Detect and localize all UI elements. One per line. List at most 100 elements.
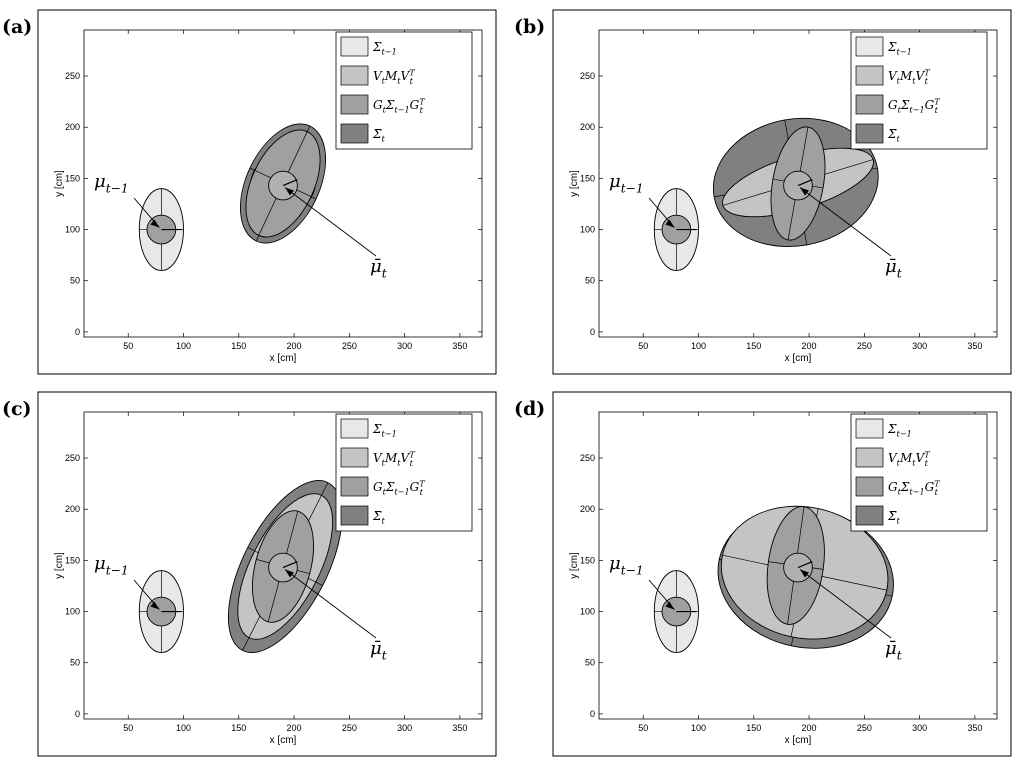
y-tick-label: 100 <box>580 225 595 235</box>
plot-area <box>138 123 327 271</box>
y-tick-label: 50 <box>70 276 80 286</box>
x-tick-label: 150 <box>746 723 761 733</box>
mu-bar-arrow <box>284 569 377 639</box>
mu-bar-arrowhead <box>285 569 294 578</box>
legend-entry-label: Σ̄t​ <box>887 127 900 144</box>
legend-entry-label: Σt−1​ <box>372 40 397 57</box>
panel-d: 50 100 150 200 250 300 350 0 50 100 150 200 250 x [cm… <box>552 391 1012 757</box>
x-tick-label: 100 <box>176 723 191 733</box>
y-tick-label: 150 <box>580 173 595 183</box>
legend-swatch <box>855 36 884 57</box>
legend-entry-label: Vt​Mt​VTt​ <box>888 449 930 468</box>
legend-swatch <box>855 418 884 439</box>
x-tick-label: 250 <box>342 723 357 733</box>
legend-entry-label: Vt​Mt​VTt​ <box>888 67 930 86</box>
x-tick-label: 150 <box>231 341 246 351</box>
legend-entry-label: Vt​Mt​VTt​ <box>373 67 415 86</box>
legend-swatch <box>855 476 884 497</box>
legend-swatch <box>340 505 369 526</box>
x-tick-label: 50 <box>123 341 133 351</box>
x-tick-label: 50 <box>638 723 648 733</box>
mu-prev-arrowhead <box>150 601 160 610</box>
x-tick-label: 300 <box>912 341 927 351</box>
legend-swatch <box>340 94 369 115</box>
figure-frame <box>37 9 497 375</box>
y-tick-label: 150 <box>580 555 595 565</box>
y-tick-label: 250 <box>65 453 80 463</box>
x-tick-label: 250 <box>857 341 872 351</box>
y-tick-label: 50 <box>585 276 595 286</box>
pred-heading-line <box>797 560 813 569</box>
y-axis-label: y [cm] <box>54 552 65 579</box>
y-tick-label: 50 <box>70 658 80 668</box>
panel-c: 50 100 150 200 250 300 350 0 50 100 150 200 250 x [cm… <box>37 391 497 757</box>
panel-label-c: (c) <box>2 398 32 420</box>
mu-bar-arrowhead <box>800 187 809 196</box>
pred-heading-line <box>797 178 813 187</box>
mu-bar-label: μ̄t​ <box>885 638 902 662</box>
legend: Σt−1​ Vt​Mt​VTt​ Gt​Σt−1​GTt​ Σ̄t​ <box>335 31 473 150</box>
x-tick-label: 200 <box>802 723 817 733</box>
y-tick-label: 100 <box>65 607 80 617</box>
legend-swatch <box>855 94 884 115</box>
x-tick-label: 350 <box>452 723 467 733</box>
mu-prev-label: μt−1​ <box>94 171 129 195</box>
legend-entry-label: Σ̄t​ <box>372 509 385 526</box>
legend-entry-label: Σt−1​ <box>887 40 912 57</box>
plot-area <box>653 117 879 271</box>
legend-swatch <box>340 476 369 497</box>
x-axis-label: x [cm] <box>270 353 297 364</box>
x-tick-label: 100 <box>691 723 706 733</box>
legend-entry-label: Σt−1​ <box>372 422 397 439</box>
pred-mean-disc <box>268 552 298 583</box>
legend-swatch <box>855 447 884 468</box>
y-axis-label: y [cm] <box>569 552 580 579</box>
mu-prev-label: μt−1​ <box>94 553 129 577</box>
x-tick-label: 300 <box>397 723 412 733</box>
legend-entry-label: Σ̄t​ <box>887 509 900 526</box>
mu-bar-arrow <box>799 187 892 257</box>
y-tick-label: 200 <box>580 504 595 514</box>
x-tick-label: 300 <box>397 341 412 351</box>
x-axis-label: x [cm] <box>785 735 812 746</box>
panel-label-b: (b) <box>514 16 546 38</box>
x-tick-label: 200 <box>287 341 302 351</box>
figure-frame <box>37 391 497 757</box>
x-tick-label: 100 <box>691 341 706 351</box>
legend-swatch <box>340 123 369 144</box>
y-tick-label: 0 <box>590 327 595 337</box>
x-tick-label: 350 <box>967 341 982 351</box>
y-tick-label: 100 <box>65 225 80 235</box>
panel-label-a: (a) <box>2 16 33 38</box>
mu-prev-label: μt−1​ <box>609 553 644 577</box>
mu-prev-label: μt−1​ <box>609 171 644 195</box>
plot-area <box>138 480 343 653</box>
x-tick-label: 100 <box>176 341 191 351</box>
mu-bar-label: μ̄t​ <box>370 256 387 280</box>
legend-swatch <box>855 123 884 144</box>
legend-entry-label: Gt​Σt−1​GTt​ <box>888 96 940 115</box>
mu-bar-arrow <box>799 569 892 639</box>
mu-prev-arrowhead <box>150 219 160 228</box>
x-tick-label: 150 <box>231 723 246 733</box>
y-tick-label: 100 <box>580 607 595 617</box>
y-axis-label: y [cm] <box>569 170 580 197</box>
x-axis-label: x [cm] <box>270 735 297 746</box>
legend-entry-label: Gt​Σt−1​GTt​ <box>373 96 425 115</box>
x-tick-label: 250 <box>342 341 357 351</box>
y-tick-label: 150 <box>65 555 80 565</box>
y-tick-label: 200 <box>580 122 595 132</box>
legend-swatch <box>340 418 369 439</box>
x-tick-label: 50 <box>123 723 133 733</box>
legend-entry-label: Σ̄t​ <box>372 127 385 144</box>
figure-frame <box>552 391 1012 757</box>
legend-entry-label: Gt​Σt−1​GTt​ <box>888 478 940 497</box>
panel-a: 50 100 150 200 250 300 350 0 50 100 150 200 250 x [cm… <box>37 9 497 375</box>
x-tick-label: 300 <box>912 723 927 733</box>
y-tick-label: 250 <box>580 71 595 81</box>
y-tick-label: 250 <box>65 71 80 81</box>
axes-box <box>83 411 483 720</box>
y-tick-label: 0 <box>75 327 80 337</box>
x-tick-label: 350 <box>452 341 467 351</box>
